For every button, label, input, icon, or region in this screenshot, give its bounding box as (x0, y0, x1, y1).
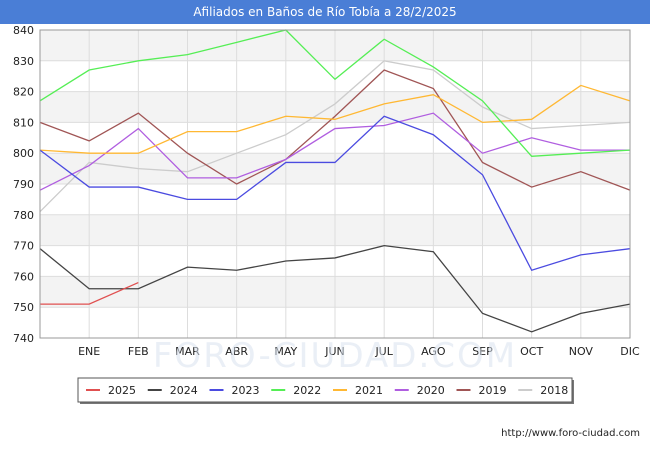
chart-title: Afiliados en Baños de Río Tobía a 28/2/2… (193, 5, 457, 19)
x-tick-label: JUL (374, 345, 393, 358)
legend-label-2020: 2020 (417, 384, 445, 397)
x-tick-label: DIC (620, 345, 640, 358)
series-line-2019 (39, 69, 631, 191)
x-tick-label: NOV (569, 345, 594, 358)
y-tick-label: 740 (13, 332, 34, 345)
x-tick-label: ENE (78, 345, 100, 358)
plot-border (39, 29, 631, 339)
legend-label-2018: 2018 (540, 384, 568, 397)
title-bar (0, 0, 650, 24)
y-tick-label: 770 (13, 240, 34, 253)
x-tick-label: JUN (324, 345, 345, 358)
series-line-2018 (39, 60, 631, 213)
legend-label-2021: 2021 (355, 384, 383, 397)
legend-label-2024: 2024 (170, 384, 198, 397)
legend-label-2023: 2023 (232, 384, 260, 397)
y-tick-label: 780 (13, 209, 34, 222)
y-tick-label: 830 (13, 55, 34, 68)
y-tick-label: 760 (13, 270, 34, 283)
y-tick-label: 750 (13, 301, 34, 314)
series-line-2020 (39, 112, 630, 191)
series-line-2025 (40, 281, 139, 305)
legend-label-2019: 2019 (479, 384, 507, 397)
y-tick-label: 840 (13, 24, 34, 37)
x-tick-label: FEB (128, 345, 149, 358)
x-tick-label: OCT (520, 345, 543, 358)
legend-label-2022: 2022 (293, 384, 321, 397)
series-line-2023 (39, 115, 631, 272)
x-tick-label: AGO (421, 345, 446, 358)
watermark: FORO-CIUDAD.COM (153, 336, 517, 376)
series-line-2022 (39, 29, 631, 157)
x-tick-label: MAR (175, 345, 200, 358)
x-tick-label: SEP (472, 345, 493, 358)
y-tick-label: 810 (13, 116, 34, 129)
series-line-2024 (39, 244, 631, 333)
legend-label-2025: 2025 (108, 384, 136, 397)
y-tick-label: 800 (13, 147, 34, 160)
series-line-2021 (39, 84, 631, 154)
source-label: http://www.foro-ciudad.com (501, 428, 640, 439)
x-tick-label: MAY (274, 345, 297, 358)
y-tick-label: 790 (13, 178, 34, 191)
x-tick-label: ABR (225, 345, 248, 358)
y-tick-label: 820 (13, 86, 34, 99)
